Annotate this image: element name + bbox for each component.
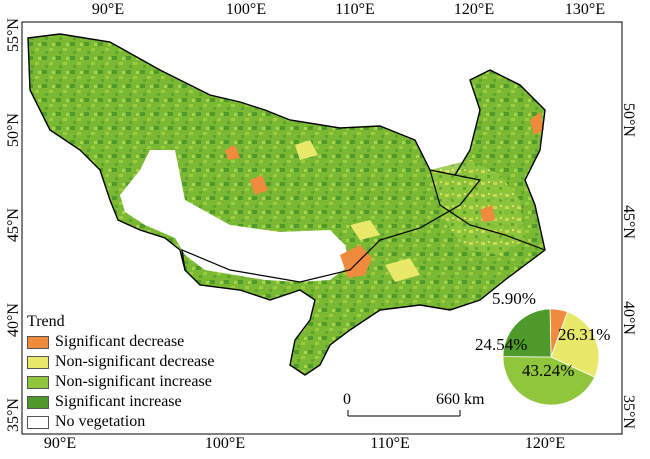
map-frame	[21, 21, 623, 435]
scale-start-label: 0	[343, 391, 351, 408]
pie-label-significant-decrease: 5.90%	[492, 289, 536, 308]
trend-pie-chart	[502, 308, 600, 406]
legend-label: Non-significant increase	[55, 373, 212, 390]
legend-item-significant-increase: Significant increase	[27, 392, 214, 412]
lat-tick-right: 35°N	[620, 395, 637, 429]
lat-tick-right: 50°N	[620, 103, 637, 137]
lat-tick-left: 55°N	[5, 18, 22, 52]
legend-swatch	[27, 355, 49, 369]
lat-tick-left: 35°N	[5, 398, 22, 432]
lat-tick-left: 50°N	[5, 113, 22, 147]
lon-tick-bottom: 110°E	[370, 435, 410, 452]
lat-tick-right: 45°N	[620, 205, 637, 239]
legend-item-significant-decrease: Significant decrease	[27, 332, 214, 352]
pie-slice-significant-increase	[502, 308, 552, 358]
lon-tick-top: 110°E	[335, 1, 375, 18]
lat-tick-left: 45°N	[5, 208, 22, 242]
legend-label: Significant increase	[55, 393, 182, 410]
pie-label-significant-increase: 24.54%	[475, 335, 528, 354]
lon-tick-bottom: 90°E	[43, 435, 77, 452]
pie-slice-non-significant-increase	[502, 356, 596, 406]
legend-item-no-vegetation: No vegetation	[27, 412, 214, 432]
region-outline	[27, 33, 546, 376]
scale-bar	[347, 410, 461, 417]
legend-swatch	[27, 395, 49, 409]
legend-item-non-significant-decrease: Non-significant decrease	[27, 352, 214, 372]
lon-tick-top: 100°E	[225, 1, 267, 18]
legend-label: No vegetation	[55, 413, 146, 430]
legend-label: Significant decrease	[55, 333, 185, 350]
lon-tick-top: 120°E	[453, 1, 495, 18]
pie-label-non-significant-increase: 43.24%	[522, 361, 575, 380]
pie-slice-non-significant-decrease	[550, 311, 600, 378]
lon-tick-bottom: 120°E	[524, 435, 566, 452]
legend-label: Non-significant decrease	[55, 353, 215, 370]
lon-tick-top: 130°E	[564, 1, 606, 18]
legend-title: Trend	[27, 313, 65, 330]
pie-label-non-significant-decrease: 26.31%	[558, 325, 611, 344]
scale-end-label: 660 km	[436, 391, 485, 408]
legend: Trend Significant decrease Non-significa…	[27, 312, 214, 432]
lat-tick-right: 40°N	[620, 301, 637, 335]
legend-item-non-significant-increase: Non-significant increase	[27, 372, 214, 392]
lon-tick-top: 90°E	[91, 1, 125, 18]
legend-swatch	[27, 375, 49, 389]
lat-tick-left: 40°N	[5, 303, 22, 337]
legend-swatch	[27, 335, 49, 349]
legend-swatch	[27, 415, 49, 429]
lon-tick-bottom: 100°E	[204, 435, 246, 452]
